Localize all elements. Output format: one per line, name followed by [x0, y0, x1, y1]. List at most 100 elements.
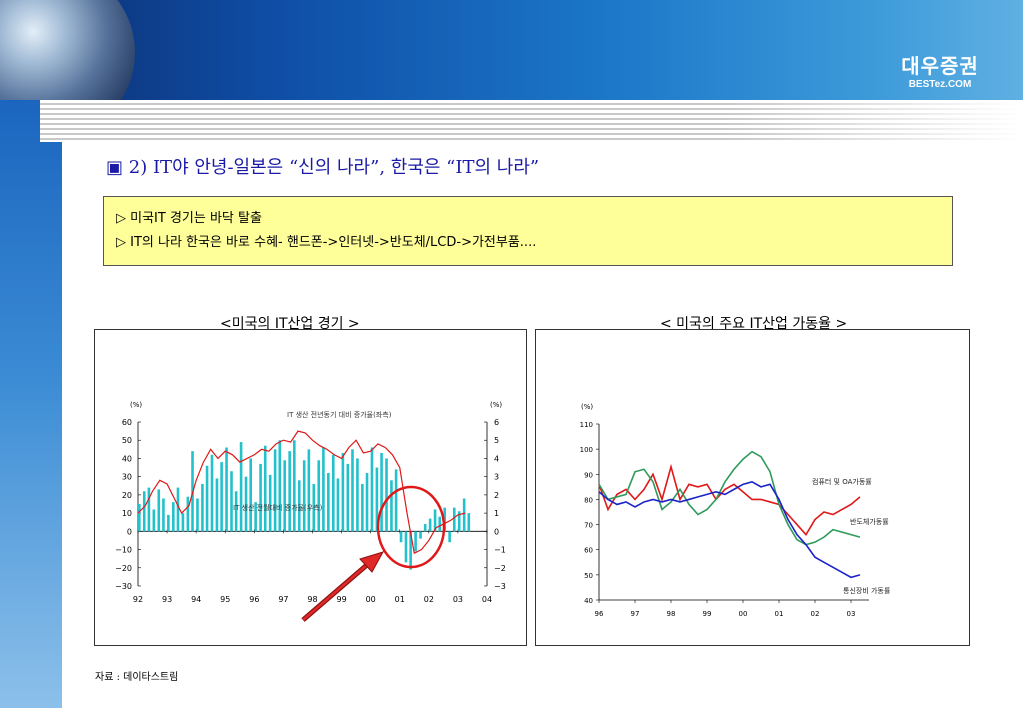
- chart1-bar: [419, 531, 422, 539]
- chart1-bar: [414, 531, 417, 552]
- chart2-x-tick-label: 96: [595, 610, 604, 618]
- chart1-x-tick-label: 98: [307, 595, 317, 604]
- chart1-bar: [293, 440, 296, 532]
- key-point-2: ▷ IT의 나라 한국은 바로 수혜- 핸드폰->인터넷->반도체/LCD->가…: [116, 235, 537, 250]
- chart1-right-tick-label: 6: [494, 418, 499, 427]
- chart1-bar: [234, 491, 238, 532]
- header-banner: [0, 0, 1023, 140]
- chart2-y-unit: (%): [581, 403, 593, 411]
- chart2-y-tick-label: 90: [584, 471, 593, 479]
- slide-title: ▣ 2) IT야 안녕-일본은 “신의 나라”, 한국은 “IT의 나라”: [106, 153, 539, 179]
- chart1-bar: [210, 454, 214, 532]
- chart1-right-tick-label: −2: [494, 564, 506, 573]
- chart1-bar: [142, 491, 146, 532]
- chart1-x-tick-label: 92: [133, 595, 143, 604]
- chart1-bar: [254, 502, 257, 532]
- chart1-bar: [278, 440, 282, 532]
- chart1-left-unit: (%): [130, 401, 142, 409]
- chart1-annotation-yoy: IT 생산 전년동기 대비 증가율(좌측): [287, 410, 392, 419]
- chart1-right-tick-label: 4: [494, 454, 499, 463]
- title-text: 2) IT야 안녕-일본은 “신의 나라”, 한국은 “IT의 나라”: [128, 157, 540, 178]
- chart1-x-tick-label: 97: [278, 595, 288, 604]
- chart1-left-tick-label: 30: [122, 473, 132, 482]
- chart2-line-telecom: [598, 480, 861, 579]
- chart1-left-tick-label: 60: [122, 418, 132, 427]
- logo-english: BESTez.COM: [908, 79, 972, 90]
- chart1-x-tick-label: 93: [162, 595, 172, 604]
- chart1-right-tick-label: 2: [494, 491, 499, 500]
- chart1-right-tick-label: −3: [494, 582, 506, 591]
- chart1-bar: [341, 452, 345, 532]
- chart1-title: <미국의 IT산업 경기 >: [220, 316, 360, 332]
- chart1-bar: [225, 447, 228, 532]
- chart1-bar: [375, 467, 379, 532]
- chart1-bar: [176, 487, 180, 532]
- chart2-x-tick-label: 98: [667, 610, 676, 618]
- chart1-bar: [186, 496, 190, 532]
- chart2-y-tick-label: 80: [584, 496, 593, 504]
- key-points-box: ▷ 미국IT 경기는 바닥 탈출 ▷ IT의 나라 한국은 바로 수혜- 핸드폰…: [103, 196, 953, 266]
- it-industry-chart: (%) (%)−30−20−100102030405060−3−2−1012345…: [115, 401, 506, 604]
- chart1-bar: [244, 476, 248, 532]
- chart1-bar: [138, 504, 141, 532]
- chart1-right-tick-label: 0: [494, 527, 499, 536]
- chart1-bar: [239, 442, 243, 532]
- chart1-x-tick-label: 99: [336, 595, 346, 604]
- chart1-left-tick-label: −20: [115, 564, 132, 573]
- chart2-x-tick-label: 99: [703, 610, 712, 618]
- chart1-bar: [370, 447, 374, 532]
- chart1-bar: [181, 513, 185, 532]
- chart1-bar: [452, 507, 456, 532]
- chart1-left-tick-label: 10: [122, 509, 132, 518]
- chart1-bar: [259, 463, 262, 532]
- chart1-bar: [351, 449, 354, 532]
- chart1-bar: [443, 507, 446, 532]
- chart1-bar: [423, 524, 427, 532]
- chart1-x-tick-label: 01: [395, 595, 405, 604]
- chart1-x-tick-label: 94: [191, 595, 201, 604]
- chart2-y-tick-label: 50: [584, 572, 593, 580]
- chart1-bar: [307, 449, 311, 532]
- chart1-frame: (%) (%) −30 −20 −10 0 10 20 30 40 50 60 −3 −2 −1 0 1 2 3 4 5…: [94, 329, 527, 646]
- chart1-bar: [399, 531, 403, 543]
- chart1-bar: [361, 483, 364, 532]
- chart1-right-unit: (%): [490, 401, 502, 409]
- chart1-x-tick-label: 03: [453, 595, 463, 604]
- chart2-x-tick-label: 02: [811, 610, 820, 618]
- chart1-bar: [147, 487, 151, 532]
- chart1-bar: [196, 498, 199, 532]
- chart1-left-tick-label: −30: [115, 582, 132, 591]
- chart2-x-tick-label: 03: [847, 610, 856, 618]
- chart1-bar: [448, 531, 451, 543]
- chart1-bar: [327, 473, 330, 532]
- chart1-bar: [312, 483, 316, 532]
- chart1-left-tick-label: 20: [122, 491, 132, 500]
- chart2-y-tick-label: 110: [580, 421, 593, 429]
- chart1-bar: [336, 478, 340, 532]
- chart1-right-tick-label: 1: [494, 509, 499, 518]
- chart1-bar: [390, 480, 393, 532]
- chart2-title: < 미국의 주요 IT산업 가동율 >: [660, 316, 848, 332]
- chart1-bar: [365, 473, 369, 532]
- chart2-frame: (%) 40 50 60 70 80 90 100 110 96 97 98 99 00 01 02 03 컴퓨터…: [535, 329, 970, 646]
- chart1-bar: [346, 463, 350, 532]
- chart1-left-tick-label: 0: [127, 527, 132, 536]
- chart1-left-tick-label: 40: [122, 454, 132, 463]
- chart1-bar: [331, 454, 335, 532]
- chart1-bar: [152, 509, 156, 532]
- chart2-y-tick-label: 60: [584, 547, 593, 555]
- chart1-bar: [283, 460, 287, 532]
- chart1-bar: [288, 451, 291, 532]
- chart1-bar: [205, 465, 209, 532]
- operating-rate-chart: (%) 40 50 60 70 80 90 100 110 96 97 98 99 00 01 02 03 컴퓨터…: [580, 403, 891, 618]
- chart1-bar: [317, 460, 321, 532]
- chart1-bar: [249, 458, 252, 532]
- chart1-bar: [268, 474, 272, 532]
- chart1-bar: [263, 445, 267, 532]
- chart1-bar: [162, 498, 165, 532]
- chart1-bar: [297, 480, 301, 532]
- key-point-1: ▷ 미국IT 경기는 바닥 탈출: [116, 211, 262, 226]
- chart1-bar: [380, 452, 383, 532]
- chart1-x-tick-label: 96: [249, 595, 259, 604]
- chart1-left-tick-label: 50: [122, 436, 132, 445]
